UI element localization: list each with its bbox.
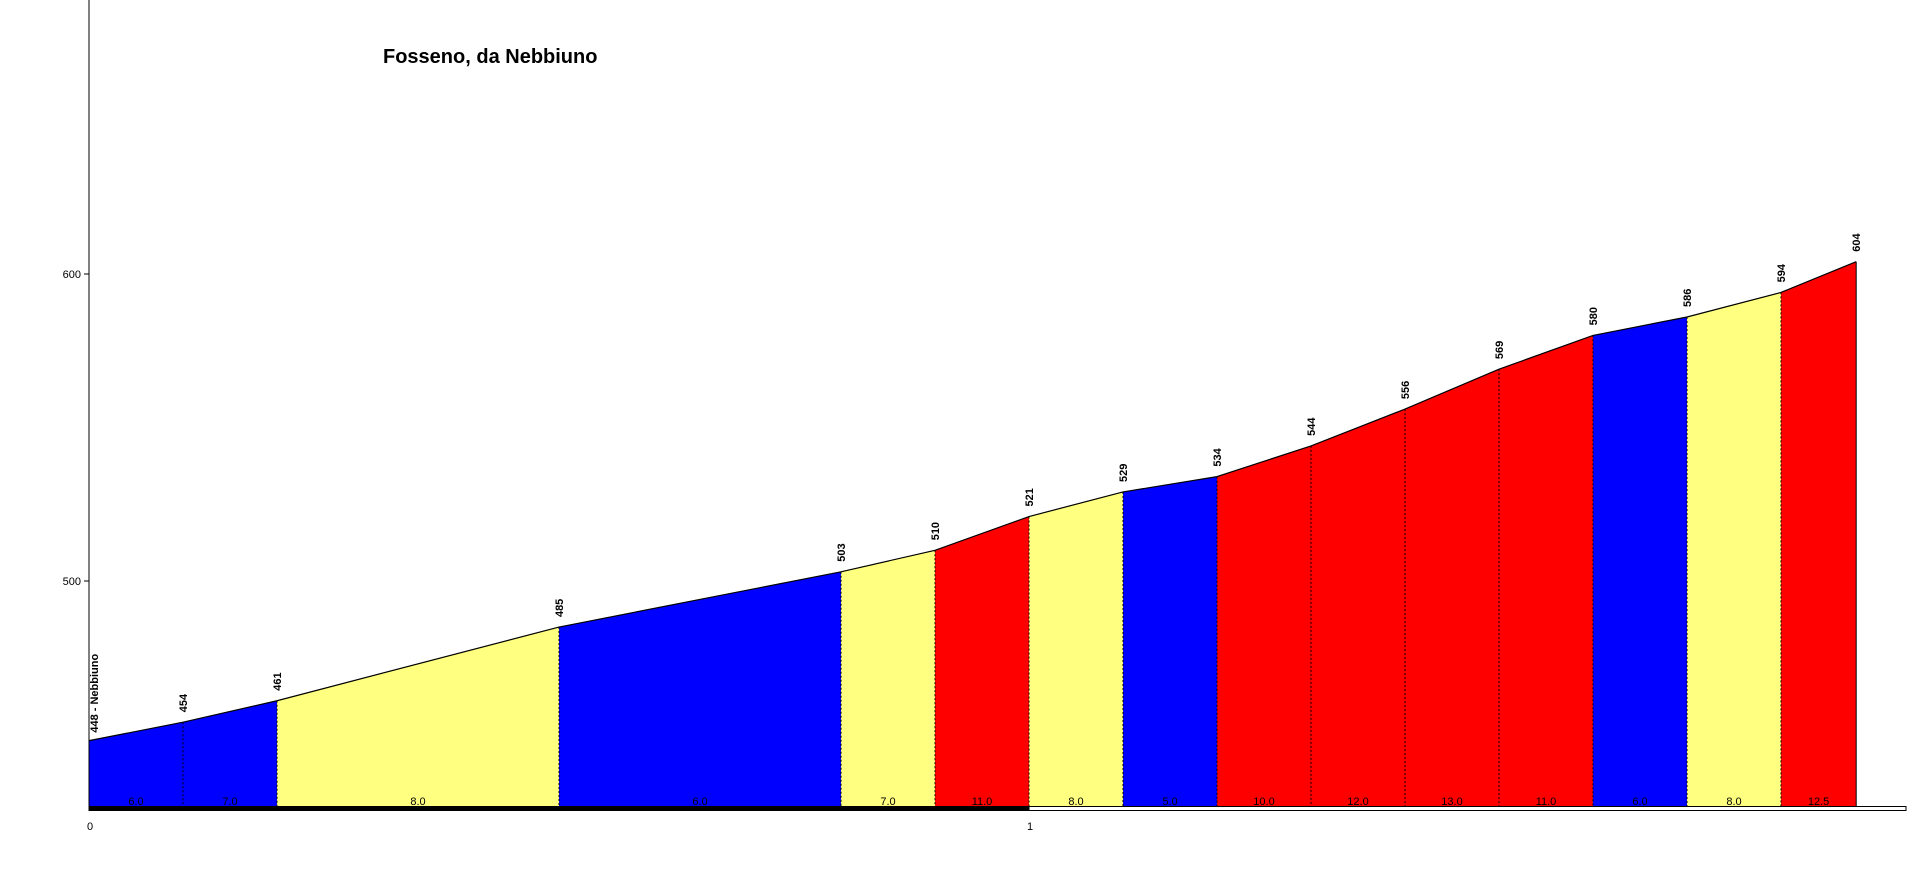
elevation-label: 461 (272, 672, 284, 690)
segment-area (559, 571, 841, 806)
segment-grade-label: 8.0 (1726, 796, 1741, 808)
elevation-label: 580 (1588, 307, 1600, 325)
segment-grade-label: 8.0 (410, 796, 425, 808)
segment-area (1781, 261, 1857, 807)
elevation-label: 510 (930, 522, 942, 540)
segment-grade-label: 5.0 (1162, 796, 1177, 808)
elevation-label: 594 (1776, 263, 1788, 282)
segment-area (935, 516, 1029, 806)
segment-grade-label: 13.0 (1441, 796, 1462, 808)
segment-grade-label: 6.0 (128, 796, 143, 808)
segment-grade-label: 10.0 (1253, 796, 1274, 808)
elevation-label: 569 (1494, 341, 1506, 359)
segment-grade-label: 11.0 (1536, 796, 1557, 808)
outline-layer (88, 261, 1857, 806)
chart-title: Fosseno, da Nebbiuno (383, 46, 597, 68)
x-tick-label: 0 (87, 821, 93, 833)
segment-grade-label: 12.5 (1808, 796, 1829, 808)
y-tick-label: 500 (63, 576, 81, 588)
segment-area (1499, 335, 1593, 806)
elevation-label: 586 (1682, 289, 1694, 307)
elevation-label: 544 (1306, 417, 1318, 436)
segment-area (841, 550, 935, 806)
elevation-label: 485 (554, 599, 566, 617)
segment-area (1405, 369, 1499, 806)
segment-grade-label: 11.0 (972, 796, 993, 808)
segment-grade-label: 8.0 (1068, 796, 1083, 808)
elevation-label: 534 (1212, 447, 1224, 466)
segment-grade-label: 7.0 (222, 796, 237, 808)
x-axis-km-bar-first (89, 806, 1029, 811)
segment-grade-label: 7.0 (880, 796, 895, 808)
segment-area (1593, 316, 1687, 806)
y-tick-label: 600 (63, 269, 81, 281)
segment-area (1123, 476, 1217, 806)
profile-outline (88, 261, 1857, 742)
axes-layer (88, 0, 1907, 811)
segment-area (1217, 445, 1311, 806)
start-elevation-label: 448 - Nebbiuno (89, 654, 101, 733)
segment-area (1311, 409, 1405, 806)
segment-grade-label: 12.0 (1347, 796, 1368, 808)
elevation-label: 604 (1851, 232, 1863, 251)
elevation-label: 556 (1400, 381, 1412, 399)
segment-grade-label: 6.0 (692, 796, 707, 808)
x-tick-label: 1 (1027, 821, 1033, 833)
segment-area (1687, 292, 1781, 806)
segment-grade-label: 6.0 (1632, 796, 1647, 808)
segment-area (89, 722, 183, 806)
labels-layer: 6.0 7.0 8.0 6.0 7.0 11.0 8.0 5.0 10.0 12.0 13.0 11.… (63, 232, 1864, 833)
segment-area (183, 700, 277, 806)
segment-area (277, 627, 559, 806)
elevation-label: 503 (836, 543, 848, 561)
elevation-label: 521 (1024, 488, 1036, 506)
segments-layer (89, 261, 1857, 807)
x-axis-km-bar-second (1028, 806, 1907, 811)
segment-area (1029, 491, 1123, 806)
elevation-label: 454 (178, 693, 190, 712)
elevation-label: 529 (1118, 464, 1130, 482)
